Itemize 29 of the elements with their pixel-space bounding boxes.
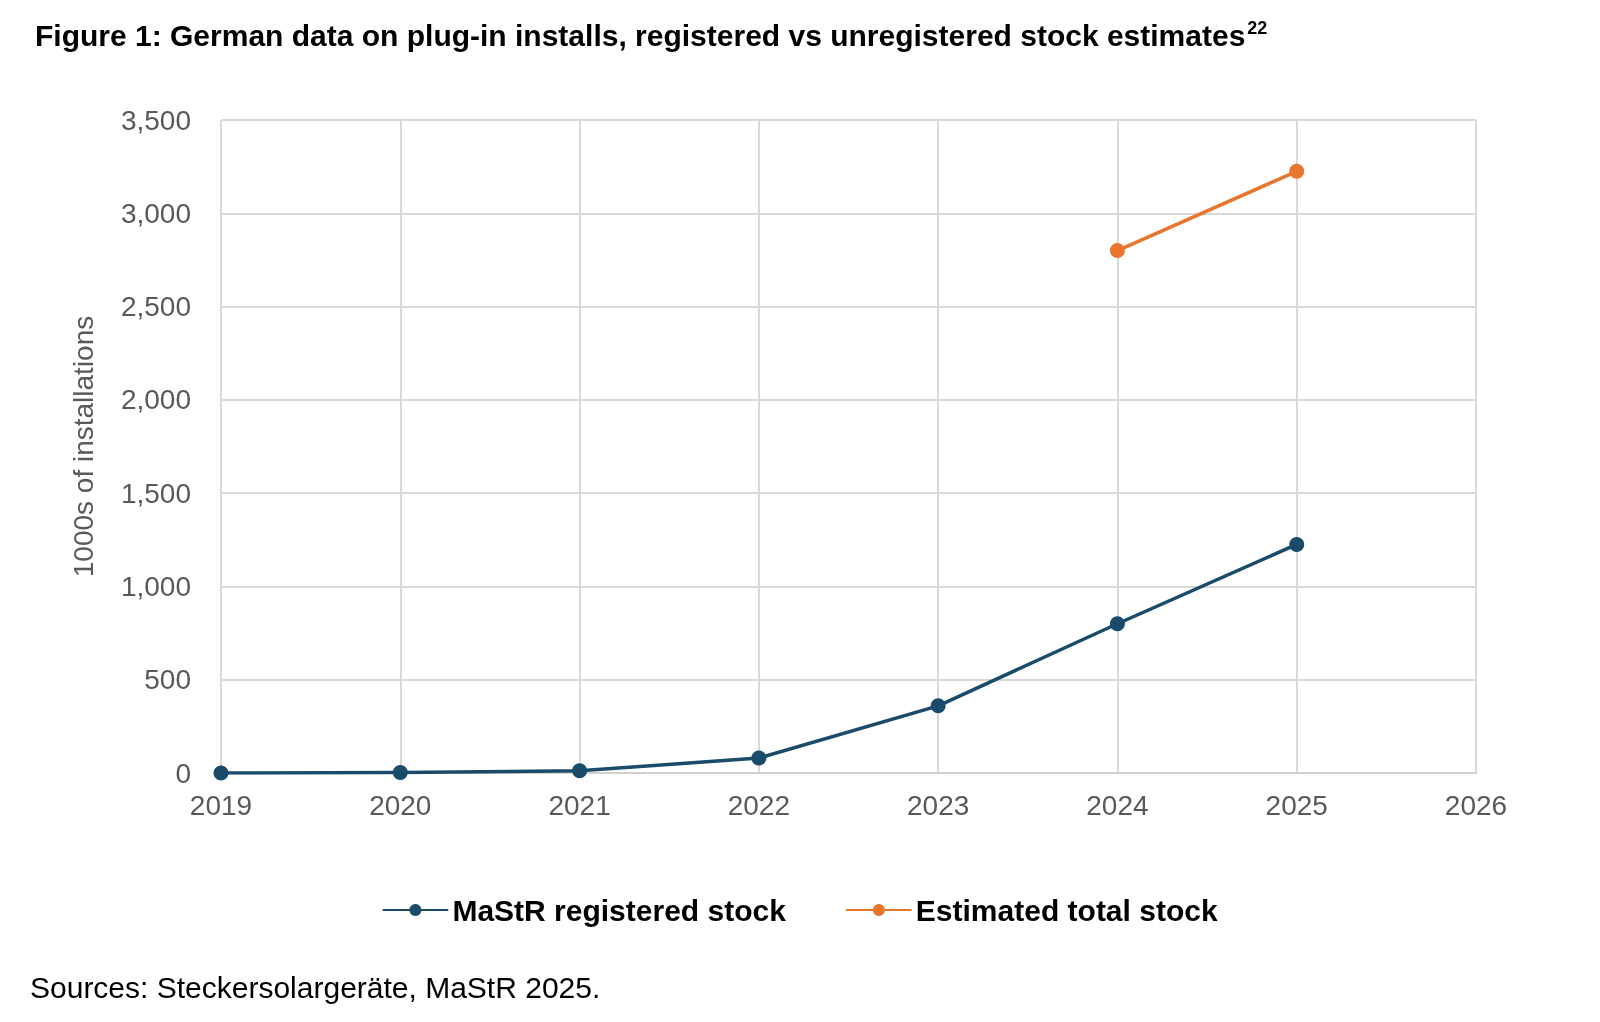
legend-label: Estimated total stock [915, 893, 1218, 927]
x-tick-label: 2024 [1086, 789, 1149, 821]
y-tick-label: 2,500 [120, 291, 191, 323]
y-tick-label: 2,000 [120, 384, 191, 416]
y-tick-label: 0 [175, 757, 191, 789]
y-axis-title: 1000s of installations [67, 315, 99, 578]
point [213, 765, 229, 781]
x-tick-label: 2026 [1444, 789, 1508, 821]
point [930, 698, 946, 714]
y-tick-label: 1,500 [120, 477, 191, 509]
source-note: Sources: Steckersolargeräte, MaStR 2025. [30, 970, 601, 1004]
x-tick-label: 2022 [727, 789, 791, 821]
x-tick-label: 2020 [369, 789, 432, 821]
y-tick-label: 3,000 [120, 197, 191, 229]
point [1289, 163, 1305, 179]
point [1109, 616, 1125, 632]
x-tick-label: 2023 [906, 789, 970, 821]
point [572, 763, 588, 779]
point [1289, 536, 1305, 552]
y-tick-label: 500 [144, 664, 191, 696]
x-tick-label: 2021 [548, 789, 611, 821]
y-tick-label: 3,500 [120, 104, 191, 136]
point [751, 750, 767, 766]
point [1109, 243, 1125, 259]
legend-label: MaStR registered stock [452, 893, 787, 927]
point [392, 764, 408, 780]
x-tick-label: 2019 [189, 789, 253, 821]
y-tick-label: 1,000 [120, 570, 191, 602]
x-tick-label: 2025 [1265, 789, 1328, 821]
